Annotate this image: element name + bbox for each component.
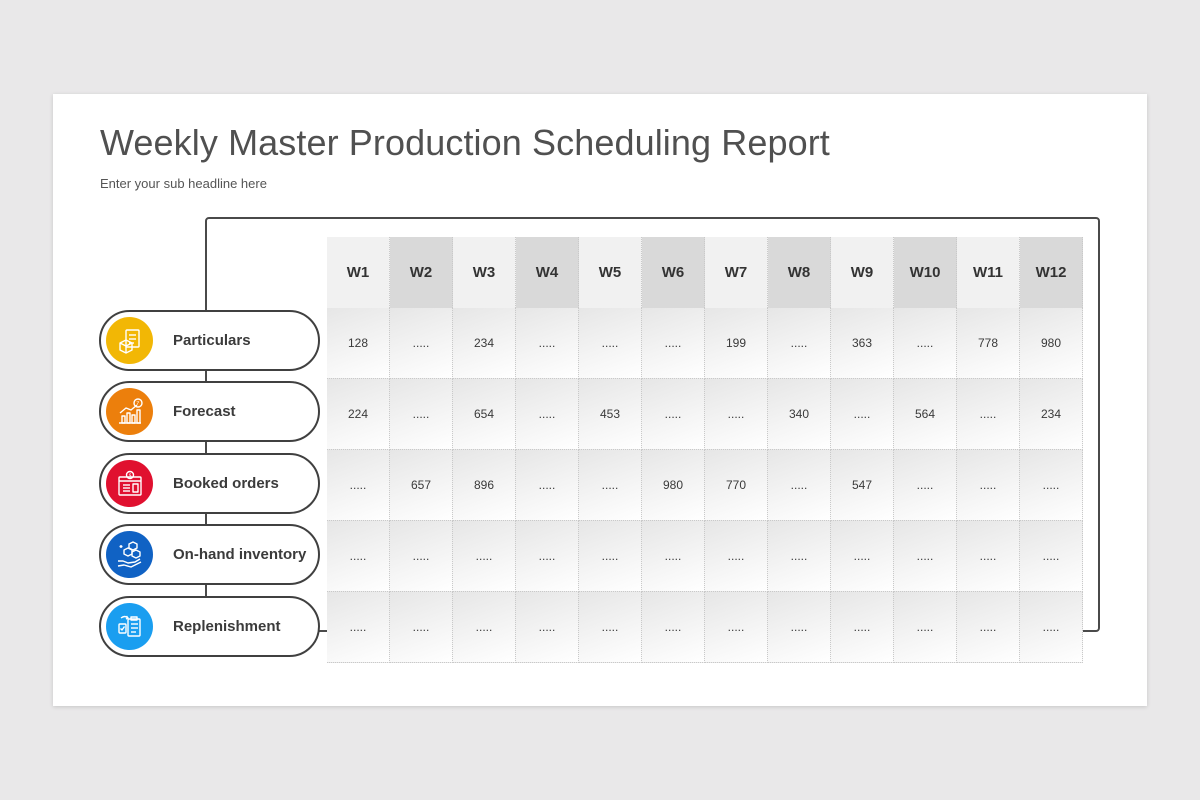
connector-line xyxy=(205,514,207,526)
table-cell: ..... xyxy=(1020,450,1083,521)
connector-line xyxy=(205,371,207,383)
table-cell: ..... xyxy=(579,592,642,663)
row-label-text: On-hand inventory xyxy=(173,546,307,563)
table-cell: ..... xyxy=(453,592,516,663)
connector-line xyxy=(205,586,207,598)
boxes-checklist-icon xyxy=(106,317,153,364)
table-cell: 980 xyxy=(1020,308,1083,379)
table-cell: 199 xyxy=(705,308,768,379)
page-title: Weekly Master Production Scheduling Repo… xyxy=(100,122,830,163)
table-cell: ..... xyxy=(1020,592,1083,663)
table-cell: ..... xyxy=(1020,521,1083,592)
table-cell: 340 xyxy=(768,379,831,450)
table-cell: ..... xyxy=(705,521,768,592)
table-cell: ..... xyxy=(831,592,894,663)
row-label-forecast: ? Forecast xyxy=(99,381,320,442)
row-label-particulars: Particulars xyxy=(99,310,320,371)
column-header: W2 xyxy=(390,237,453,308)
table-cell: 896 xyxy=(453,450,516,521)
column-header: W8 xyxy=(768,237,831,308)
column-header: W6 xyxy=(642,237,705,308)
booked-orders-icon: $ xyxy=(106,460,153,507)
table-cell: 564 xyxy=(894,379,957,450)
schedule-grid: W1 W2 W3 W4 W5 W6 W7 W8 W9 W10 W11 W12 1… xyxy=(327,237,1083,663)
table-cell: ..... xyxy=(453,521,516,592)
table-cell: ..... xyxy=(390,379,453,450)
table-cell: ..... xyxy=(579,450,642,521)
column-header: W9 xyxy=(831,237,894,308)
table-cell: 234 xyxy=(1020,379,1083,450)
table-cell: ..... xyxy=(957,592,1020,663)
table-cell: ..... xyxy=(894,521,957,592)
table-cell: ..... xyxy=(516,379,579,450)
table-cell: ..... xyxy=(705,592,768,663)
column-header: W3 xyxy=(453,237,516,308)
table-cell: ..... xyxy=(894,308,957,379)
table-cell: ..... xyxy=(642,308,705,379)
table-cell: ..... xyxy=(894,592,957,663)
table-cell: ..... xyxy=(579,308,642,379)
table-cell: 770 xyxy=(705,450,768,521)
table-cell: ..... xyxy=(642,379,705,450)
table-cell: 654 xyxy=(453,379,516,450)
svg-text:?: ? xyxy=(136,401,139,407)
table-cell: ..... xyxy=(327,521,390,592)
replenishment-clipboard-icon xyxy=(106,603,153,650)
table-cell: 234 xyxy=(453,308,516,379)
table-cell: ..... xyxy=(768,308,831,379)
table-cell: ..... xyxy=(516,521,579,592)
table-cell: 363 xyxy=(831,308,894,379)
row-label-text: Particulars xyxy=(173,332,251,349)
row-label-on-hand-inventory: On-hand inventory xyxy=(99,524,320,585)
connector-line xyxy=(205,443,207,455)
table-cell: ..... xyxy=(642,521,705,592)
column-header: W5 xyxy=(579,237,642,308)
table-cell: ..... xyxy=(516,450,579,521)
row-label-text: Forecast xyxy=(173,403,236,420)
table-cell: 453 xyxy=(579,379,642,450)
table-cell: ..... xyxy=(768,450,831,521)
column-header: W10 xyxy=(894,237,957,308)
table-cell: ..... xyxy=(957,521,1020,592)
svg-text:$: $ xyxy=(128,473,131,479)
forecast-chart-icon: ? xyxy=(106,388,153,435)
column-header: W1 xyxy=(327,237,390,308)
table-cell: ..... xyxy=(327,592,390,663)
row-label-booked-orders: $ Booked orders xyxy=(99,453,320,514)
slide: Weekly Master Production Scheduling Repo… xyxy=(53,94,1147,706)
row-label-text: Replenishment xyxy=(173,618,281,635)
page-subtitle: Enter your sub headline here xyxy=(100,176,267,191)
table-cell: ..... xyxy=(957,379,1020,450)
table-cell: 128 xyxy=(327,308,390,379)
table-cell: ..... xyxy=(705,379,768,450)
table-cell: ..... xyxy=(390,521,453,592)
table-cell: 778 xyxy=(957,308,1020,379)
row-label-text: Booked orders xyxy=(173,475,279,492)
table-cell: 657 xyxy=(390,450,453,521)
table-cell: ..... xyxy=(894,450,957,521)
table-cell: 547 xyxy=(831,450,894,521)
table-cell: ..... xyxy=(642,592,705,663)
column-header: W4 xyxy=(516,237,579,308)
table-cell: ..... xyxy=(831,521,894,592)
column-header: W7 xyxy=(705,237,768,308)
table-cell: ..... xyxy=(390,592,453,663)
inventory-hand-icon xyxy=(106,531,153,578)
table-cell: 224 xyxy=(327,379,390,450)
table-cell: ..... xyxy=(831,379,894,450)
table-cell: 980 xyxy=(642,450,705,521)
table-cell: ..... xyxy=(516,308,579,379)
column-header: W12 xyxy=(1020,237,1083,308)
table-cell: ..... xyxy=(327,450,390,521)
row-label-replenishment: Replenishment xyxy=(99,596,320,657)
table-cell: ..... xyxy=(768,521,831,592)
table-cell: ..... xyxy=(768,592,831,663)
table-cell: ..... xyxy=(516,592,579,663)
table-cell: ..... xyxy=(390,308,453,379)
table-cell: ..... xyxy=(957,450,1020,521)
column-header: W11 xyxy=(957,237,1020,308)
table-cell: ..... xyxy=(579,521,642,592)
